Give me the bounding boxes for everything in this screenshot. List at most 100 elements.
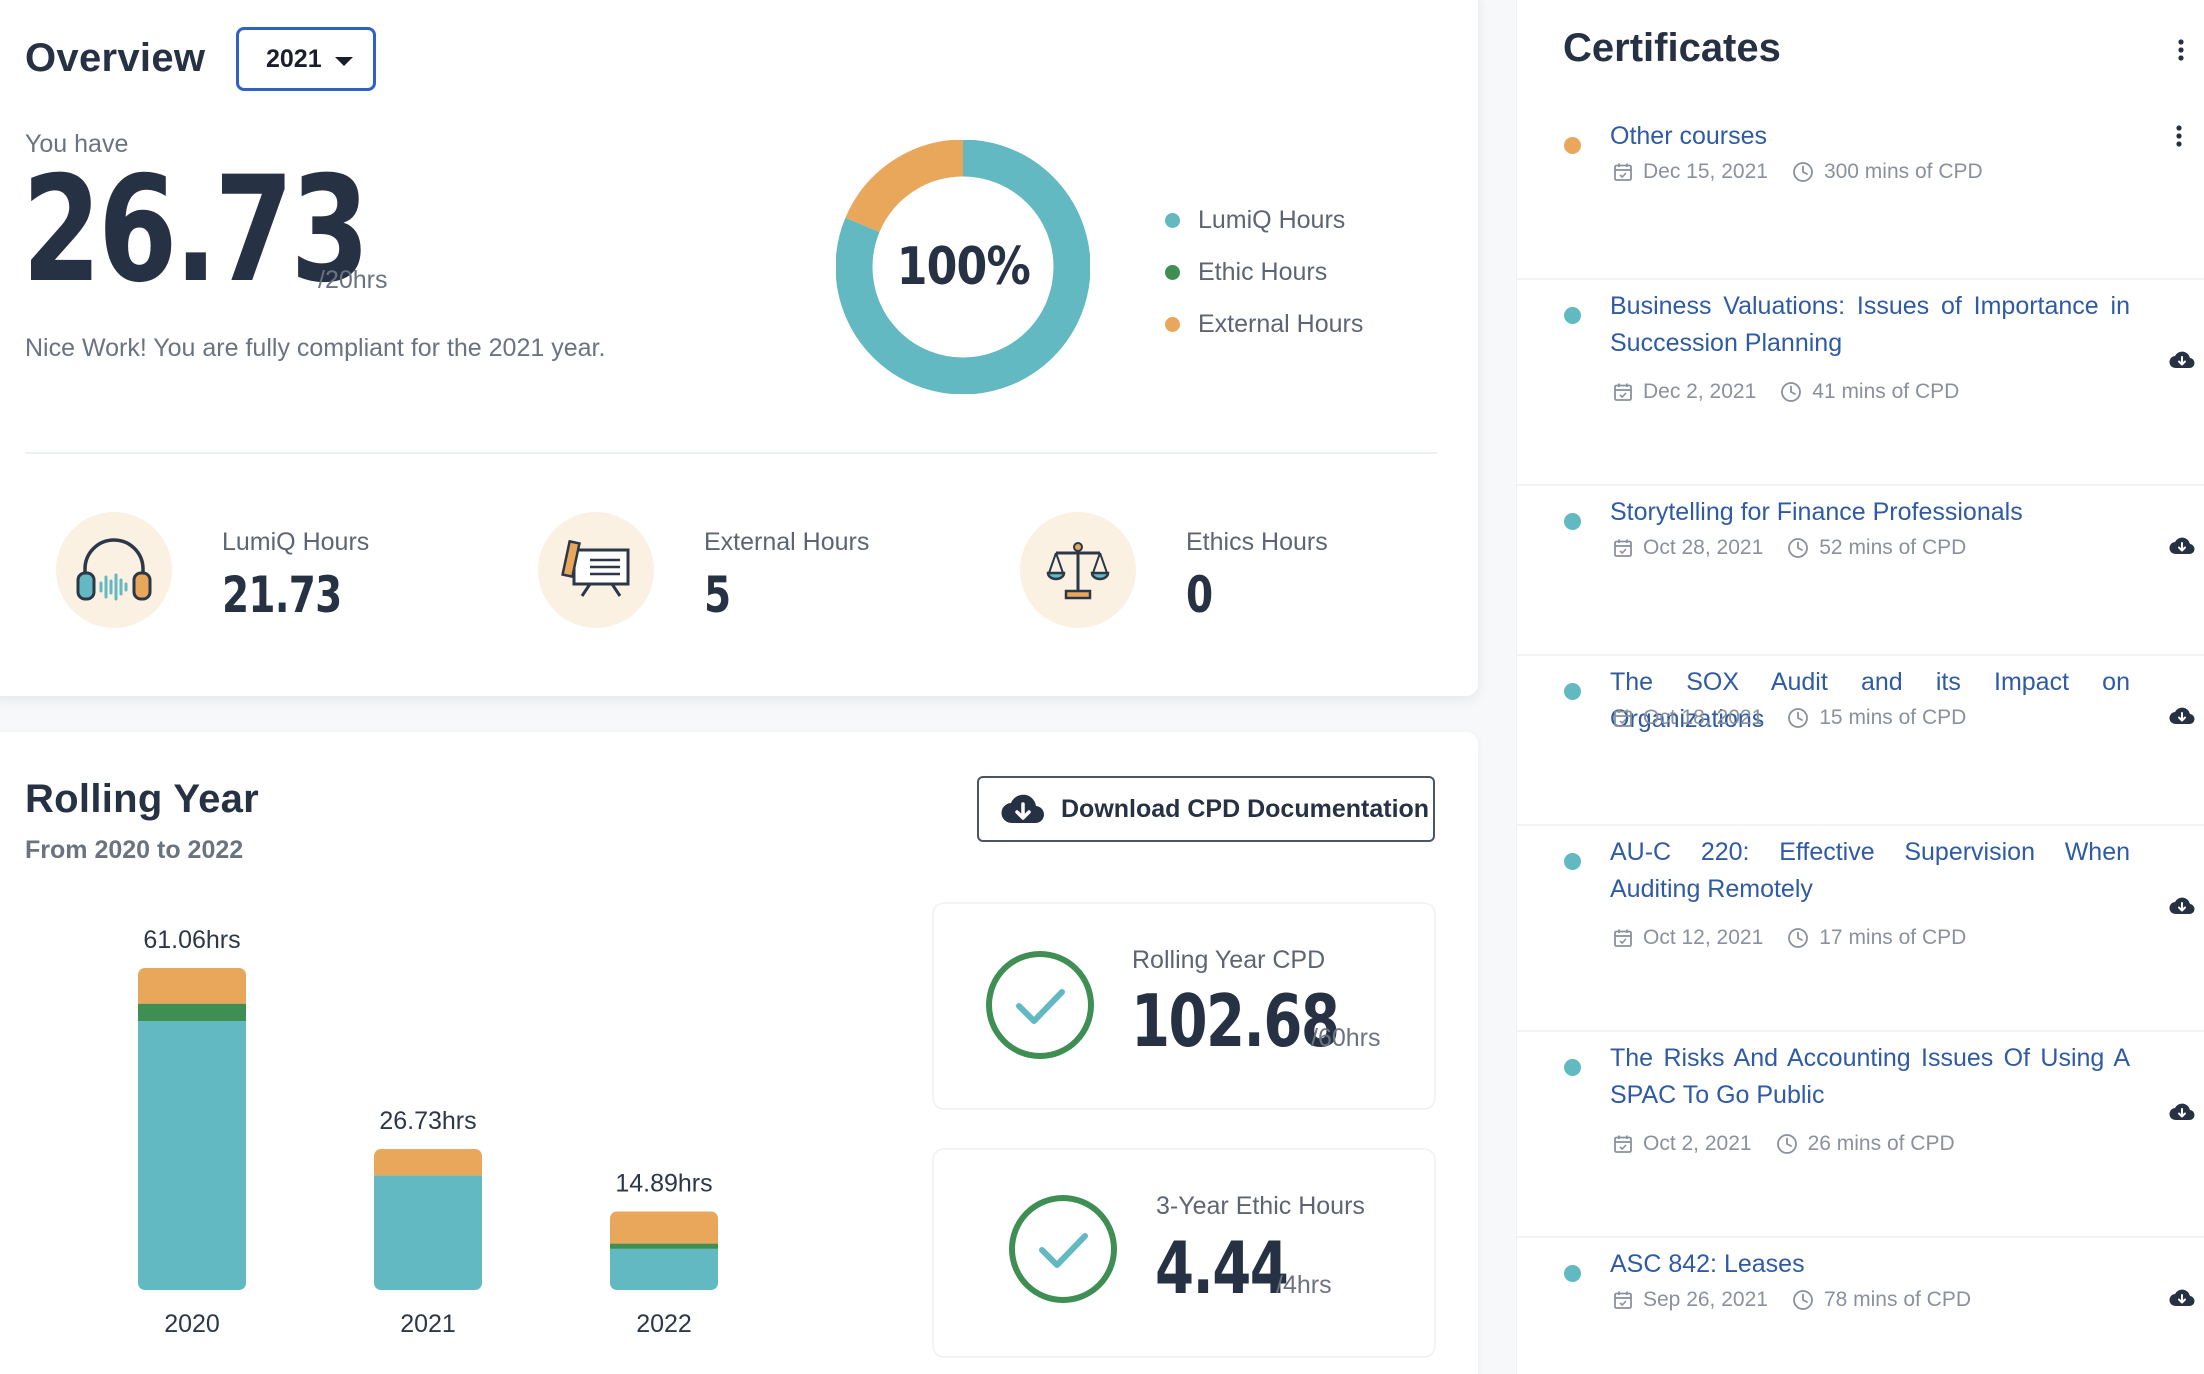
rolling-cpd-label: Rolling Year CPD [1132,946,1326,974]
more-vertical-icon[interactable] [2177,38,2185,62]
certificate-date: Sep 26, 2021 [1613,1288,1768,1312]
cloud-download-icon[interactable] [2169,350,2195,370]
certificate-meta: Oct 28, 2021 52 mins of CPD [1613,536,1990,560]
bar-segment-lumiq-hours-2020 [138,1021,246,1290]
certificate-meta: Dec 15, 2021 300 mins of CPD [1613,160,2007,184]
donut-percent: 100% [896,237,1030,297]
you-have-label: You have [25,130,129,158]
calendar-icon [1613,1290,1643,1310]
certificate-duration: 41 mins of CPD [1780,380,1959,404]
legend-item-external: External Hours [1165,298,1363,350]
ethic-hours-label: 3-Year Ethic Hours [1156,1192,1365,1220]
rolling-year-bar-chart: 61.06hrs 2020 26.73hrs 2021 14.89hrs 2022 [138,926,718,1338]
bar-total-label: 61.06hrs [143,926,240,954]
presentation-board-icon [538,512,654,628]
calendar-icon [1613,538,1643,558]
clock-icon [1787,707,1819,729]
total-hours-value: 26.73 [22,145,370,315]
clock-icon [1787,927,1819,949]
year-select-value: 2021 [266,44,322,73]
download-cpd-button[interactable]: Download CPD Documentation [977,776,1435,842]
cloud-download-icon[interactable] [2169,1102,2195,1122]
certificate-name[interactable]: Other courses [1610,122,1768,150]
stat-label-ethics: Ethics Hours [1186,528,1328,556]
overview-title: Overview [25,36,206,80]
calendar-icon [1613,928,1643,948]
certificate-status-dot [1564,1265,1581,1282]
bar-category-label: 2022 [636,1310,692,1338]
ethic-hours-value: 4.44 [1155,1226,1289,1310]
certificate-meta: Dec 2, 2021 41 mins of CPD [1613,380,1983,404]
legend-item-ethic: Ethic Hours [1165,246,1363,298]
headphones-icon [56,512,172,628]
certificate-date: Oct 12, 2021 [1613,926,1763,950]
certificate-status-dot [1564,513,1581,530]
bar-total-label: 14.89hrs [615,1169,712,1197]
clock-icon [1792,1289,1824,1311]
rolling-cpd-target: /60hrs [1311,1024,1381,1052]
certificate-item[interactable]: Other courses Dec 15, 2021 300 mins of CPD [1517,110,2204,280]
certificate-item[interactable]: Storytelling for Finance Professionals Oc… [1517,486,2204,656]
calendar-icon [1613,382,1643,402]
cloud-download-icon [1001,794,1045,824]
cloud-download-icon[interactable] [2169,896,2195,916]
calendar-icon [1613,162,1643,182]
certificate-item[interactable]: The Risks And Accounting Issues Of Using… [1517,1032,2204,1238]
overview-divider [25,452,1437,454]
certificate-meta: Oct 18, 2021 15 mins of CPD [1613,706,1990,730]
certificate-name[interactable]: The Risks And Accounting Issues Of Using… [1610,1044,2130,1109]
clock-icon [1792,161,1824,183]
stat-value-lumiq: 21.73 [222,566,342,624]
certificate-duration: 15 mins of CPD [1787,706,1966,730]
certificate-status-dot [1564,137,1581,154]
certificate-item[interactable]: The SOX Audit and its Impact on Organiza… [1517,656,2204,826]
donut-segment-external-hours [836,140,1090,394]
cloud-download-icon[interactable] [2169,1288,2195,1308]
donut-legend: LumiQ Hours Ethic Hours External Hours [1165,194,1363,350]
year-select[interactable]: 2021 [236,27,376,91]
clock-icon [1787,537,1819,559]
certificate-name[interactable]: ASC 842: Leases [1610,1250,1805,1278]
certificate-status-dot [1564,683,1581,700]
more-vertical-icon[interactable] [2175,124,2183,148]
bar-2020 [138,968,246,1290]
certificate-status-dot [1564,1059,1581,1076]
certificate-name[interactable]: The SOX Audit and its Impact on Organiza… [1610,668,2130,733]
certificate-duration: 17 mins of CPD [1787,926,1966,950]
ethic-hours-target: /4hrs [1276,1271,1332,1299]
certificate-item[interactable]: AU-C 220: Effective Supervision When Aud… [1517,826,2204,1032]
bar-segment-lumiq-hours-2021 [374,1175,482,1290]
scales-icon [1020,512,1136,628]
certificate-name[interactable]: Business Valuations: Issues of Importanc… [1610,292,2130,357]
certificate-meta: Oct 12, 2021 17 mins of CPD [1613,926,1990,950]
cloud-download-icon[interactable] [2169,706,2195,726]
check-circle-icon [986,951,1094,1059]
certificate-meta: Oct 2, 2021 26 mins of CPD [1613,1132,1979,1156]
certificate-date: Dec 15, 2021 [1613,160,1768,184]
bar-segment-external-hours-2020 [138,968,246,1004]
certificate-duration: 52 mins of CPD [1787,536,1966,560]
total-hours-target: /20hrs [318,266,388,294]
bar-2021 [374,1149,482,1290]
bar-segment-lumiq-hours-2022 [610,1248,718,1290]
certificate-name[interactable]: AU-C 220: Effective Supervision When Aud… [1610,838,2130,903]
overview-card [0,0,1478,696]
bar-2022 [610,1211,718,1290]
compliance-message: Nice Work! You are fully compliant for t… [25,334,606,362]
certificate-item[interactable]: Business Valuations: Issues of Importanc… [1517,280,2204,486]
certificate-name[interactable]: Storytelling for Finance Professionals [1610,498,2023,526]
rolling-subtitle: From 2020 to 2022 [25,836,244,864]
hours-donut-chart [836,140,1090,394]
bar-category-label: 2021 [400,1310,456,1338]
cloud-download-icon[interactable] [2169,536,2195,556]
certificate-duration: 26 mins of CPD [1776,1132,1955,1156]
bar-total-label: 26.73hrs [379,1107,476,1135]
bar-category-label: 2020 [164,1310,220,1338]
stat-value-external: 5 [704,566,731,624]
bar-segment-external-hours-2022 [610,1211,718,1244]
certificate-item[interactable]: ASC 842: Leases Sep 26, 2021 78 mins of CP… [1517,1238,2204,1374]
rolling-cpd-value: 102.68 [1131,979,1340,1063]
check-circle-icon [1009,1195,1117,1303]
clock-icon [1776,1133,1808,1155]
certificate-duration: 78 mins of CPD [1792,1288,1971,1312]
